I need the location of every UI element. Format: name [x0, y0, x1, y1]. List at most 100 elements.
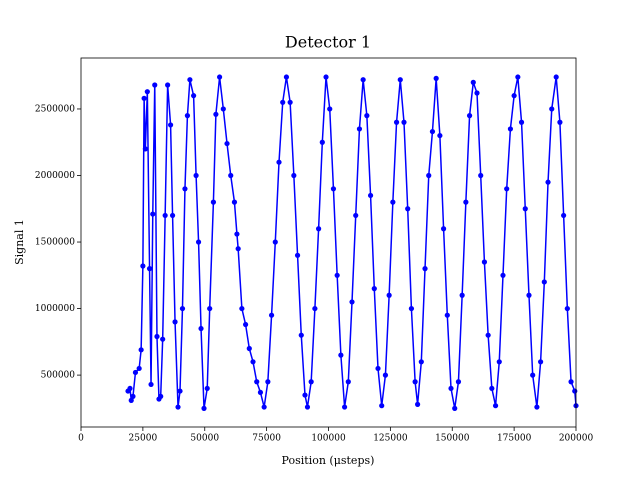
data-point — [530, 372, 536, 378]
data-point — [496, 359, 502, 365]
data-point — [246, 345, 252, 352]
data-point — [210, 199, 217, 205]
data-point — [330, 186, 337, 192]
data-point — [371, 286, 377, 292]
data-point — [283, 74, 290, 80]
data-point — [146, 266, 153, 272]
data-point — [276, 159, 282, 165]
data-point — [152, 82, 158, 88]
data-point — [138, 347, 144, 353]
data-point — [268, 312, 275, 318]
data-point — [500, 272, 506, 278]
y-tick-label: 1500000 — [35, 238, 75, 248]
x-axis-label: Position (μsteps) — [282, 454, 375, 467]
data-point — [179, 305, 186, 312]
plot-frame — [80, 57, 577, 428]
data-point — [379, 403, 385, 409]
data-point — [207, 305, 213, 312]
data-point — [386, 292, 392, 298]
data-point — [165, 82, 171, 88]
y-tick-label: 2500000 — [35, 104, 75, 114]
data-point — [418, 359, 424, 365]
data-point — [169, 212, 176, 219]
data-point — [507, 126, 514, 132]
data-point — [474, 90, 480, 96]
data-point — [257, 389, 264, 396]
data-point — [160, 336, 166, 342]
x-tick-label: 100000 — [311, 434, 346, 444]
data-point — [375, 365, 381, 372]
data-point — [130, 393, 136, 399]
data-point — [177, 388, 183, 394]
data-point — [408, 305, 415, 312]
data-point — [128, 397, 134, 403]
data-point — [526, 292, 532, 298]
data-point — [239, 305, 245, 312]
data-point — [254, 379, 260, 385]
data-point — [433, 75, 439, 81]
data-point — [144, 89, 150, 95]
data-point — [390, 199, 396, 205]
data-point — [213, 111, 219, 117]
data-point — [415, 401, 421, 407]
data-point — [481, 259, 488, 265]
data-point — [175, 404, 181, 410]
data-point — [280, 99, 286, 105]
data-point — [455, 379, 462, 385]
x-tick-label: 25000 — [129, 434, 158, 444]
data-point — [466, 113, 473, 119]
data-point — [142, 146, 148, 152]
data-point — [140, 263, 146, 269]
data-point — [356, 126, 363, 132]
data-point — [231, 199, 238, 205]
data-point — [291, 172, 297, 179]
data-point — [360, 77, 366, 83]
data-point — [150, 211, 156, 217]
data-point — [217, 74, 223, 80]
data-point — [561, 212, 567, 219]
data-point — [426, 172, 432, 179]
data-point — [234, 231, 240, 237]
data-point — [154, 333, 160, 340]
data-point — [534, 404, 540, 410]
data-point — [198, 325, 204, 332]
data-point — [242, 321, 249, 328]
data-line — [127, 76, 577, 409]
data-point — [204, 385, 210, 392]
data-point — [557, 119, 563, 125]
data-point — [538, 359, 544, 365]
data-point — [545, 179, 551, 185]
x-tick-label: 50000 — [190, 434, 219, 444]
x-tick-label: 175000 — [497, 434, 532, 444]
data-point — [167, 122, 174, 128]
data-point — [187, 77, 193, 83]
data-point — [345, 379, 351, 385]
data-point — [349, 299, 355, 305]
data-point — [334, 272, 340, 278]
data-point — [429, 128, 436, 135]
data-point — [272, 239, 278, 245]
data-point — [382, 372, 389, 378]
data-point — [184, 113, 191, 119]
data-point — [193, 172, 199, 179]
x-tick-label: 75000 — [252, 434, 281, 444]
chart-title: Detector 1 — [285, 33, 371, 52]
data-point — [172, 319, 178, 325]
data-point — [316, 226, 322, 232]
data-point — [515, 74, 521, 80]
data-point — [568, 379, 574, 385]
data-point — [564, 305, 570, 312]
data-point — [504, 186, 510, 192]
data-point — [312, 305, 318, 312]
data-point — [397, 77, 403, 83]
data-point — [448, 385, 454, 392]
data-point — [338, 352, 344, 358]
data-point — [393, 119, 400, 125]
data-point — [287, 99, 293, 105]
data-point — [353, 212, 359, 219]
y-tick-label: 500000 — [41, 371, 76, 381]
data-point — [250, 359, 256, 365]
data-point — [265, 379, 271, 385]
data-point — [308, 379, 314, 385]
